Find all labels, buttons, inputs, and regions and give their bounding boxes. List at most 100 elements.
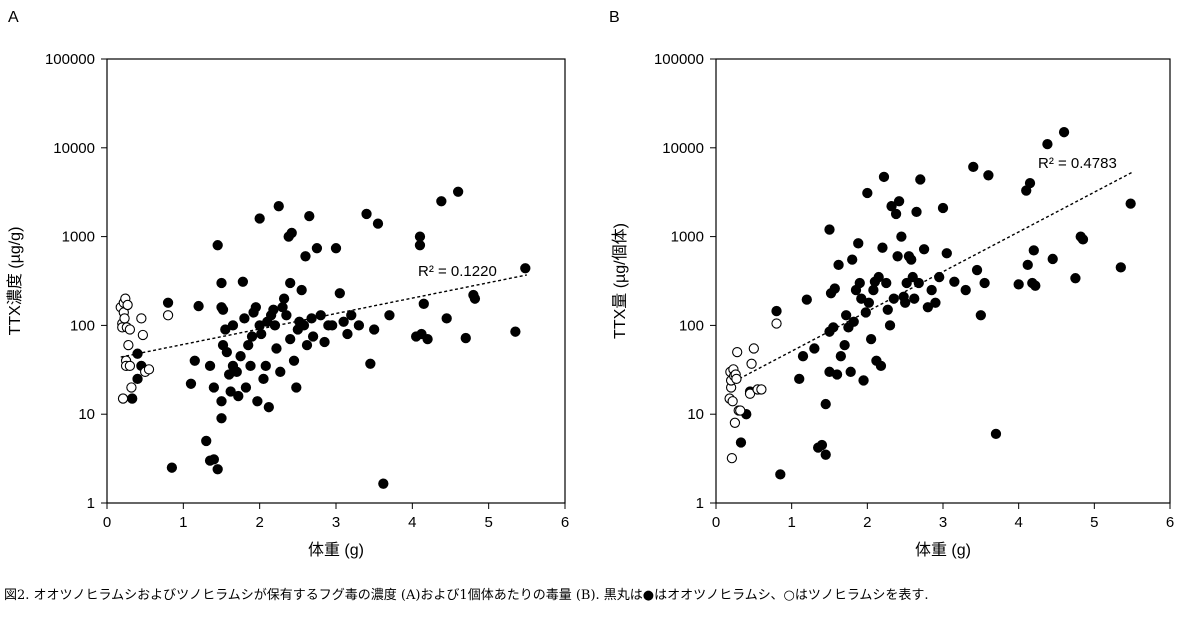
data-point-filled: [809, 343, 820, 354]
data-point-filled: [858, 375, 869, 386]
data-point-filled: [285, 277, 296, 289]
data-point-filled: [845, 366, 856, 377]
data-point-filled: [208, 382, 220, 393]
data-point-filled: [127, 393, 138, 404]
data-point-filled: [848, 316, 859, 327]
data-point-filled: [327, 320, 338, 331]
data-point-filled: [346, 310, 357, 321]
data-point-filled: [300, 251, 311, 262]
data-point-filled: [278, 293, 290, 304]
x-tick-label: 1: [787, 514, 795, 531]
data-point-filled: [909, 293, 920, 304]
data-point-filled: [369, 324, 380, 335]
data-point-filled: [1077, 234, 1089, 245]
x-tick-label: 5: [1090, 514, 1098, 531]
data-point-filled: [906, 254, 917, 265]
data-point-open: [729, 417, 741, 428]
data-point-open: [143, 364, 155, 375]
data-point-filled: [201, 435, 212, 447]
data-point-filled: [342, 328, 353, 340]
data-point-filled: [1022, 259, 1033, 271]
data-point-filled: [361, 208, 372, 220]
data-point-open: [123, 339, 134, 351]
data-point-filled: [1115, 262, 1126, 273]
data-point-filled: [1024, 177, 1036, 189]
data-point-filled: [246, 331, 258, 342]
data-point-filled: [221, 346, 232, 358]
data-point-filled: [873, 271, 884, 283]
data-point-filled: [771, 305, 782, 317]
data-point-filled: [888, 293, 899, 304]
data-point-filled: [304, 210, 315, 222]
data-point-open: [735, 405, 746, 416]
data-point-filled: [291, 382, 302, 393]
y-tick-label: 1: [87, 495, 95, 512]
x-axis-label: 体重 (g): [915, 541, 971, 559]
r-squared-label: R² = 0.4783: [1038, 155, 1117, 172]
data-point-filled: [820, 449, 831, 460]
data-point-filled: [243, 339, 254, 351]
r-squared-label: R² = 0.1220: [418, 263, 497, 280]
data-point-filled: [189, 355, 200, 366]
data-point-filled: [216, 396, 227, 407]
data-point-filled: [250, 302, 261, 313]
data-point-filled: [937, 202, 949, 214]
data-point-filled: [233, 390, 244, 402]
data-point-filled: [286, 227, 297, 239]
data-point-open: [746, 358, 757, 369]
x-axis-label: 体重 (g): [308, 541, 364, 559]
data-point-filled: [960, 284, 971, 296]
data-point-filled: [900, 297, 911, 308]
x-tick-label: 3: [939, 514, 947, 531]
data-point-filled: [510, 326, 521, 337]
data-point-filled: [835, 351, 846, 362]
data-point-open: [124, 360, 136, 372]
data-point-filled: [231, 366, 242, 377]
data-point-filled: [1125, 198, 1136, 209]
data-point-filled: [828, 322, 839, 333]
data-point-open: [137, 329, 149, 341]
data-point-open: [119, 313, 130, 324]
data-point-filled: [422, 334, 433, 345]
data-point-filled: [281, 310, 292, 321]
data-point-filled: [263, 402, 274, 413]
data-point-filled: [911, 206, 922, 217]
data-point-filled: [893, 196, 905, 207]
data-point-filled: [460, 332, 471, 344]
data-point-open: [124, 324, 136, 335]
data-point-filled: [275, 366, 286, 377]
data-point-filled: [968, 161, 979, 173]
data-point-filled: [926, 284, 937, 296]
y-tick-label: 1000: [671, 229, 704, 246]
trendline: [729, 171, 1133, 385]
data-point-filled: [235, 351, 246, 362]
data-point-filled: [863, 297, 874, 308]
data-point-open: [744, 388, 756, 399]
data-point-filled: [334, 288, 345, 299]
data-point-filled: [934, 271, 945, 283]
data-point-filled: [132, 348, 143, 359]
data-point-filled: [212, 240, 223, 251]
data-point-filled: [847, 254, 858, 265]
data-point-open: [756, 384, 767, 395]
x-tick-label: 0: [712, 514, 720, 531]
data-point-filled: [829, 283, 840, 294]
data-point-filled: [166, 462, 178, 473]
data-point-filled: [1047, 253, 1058, 265]
data-point-filled: [307, 331, 319, 342]
data-point-filled: [882, 304, 893, 315]
data-point-filled: [301, 339, 313, 351]
data-point-filled: [285, 334, 296, 345]
data-point-filled: [288, 355, 300, 366]
data-point-filled: [225, 386, 236, 397]
data-point-filled: [1030, 280, 1041, 291]
panel-label: A: [8, 9, 19, 26]
data-point-filled: [268, 304, 279, 315]
y-tick-label: 10000: [53, 140, 95, 157]
data-point-filled: [907, 271, 918, 283]
data-point-filled: [306, 313, 317, 324]
data-point-filled: [922, 302, 934, 313]
data-point-filled: [315, 310, 326, 321]
data-point-filled: [414, 240, 426, 251]
data-point-filled: [271, 343, 282, 354]
